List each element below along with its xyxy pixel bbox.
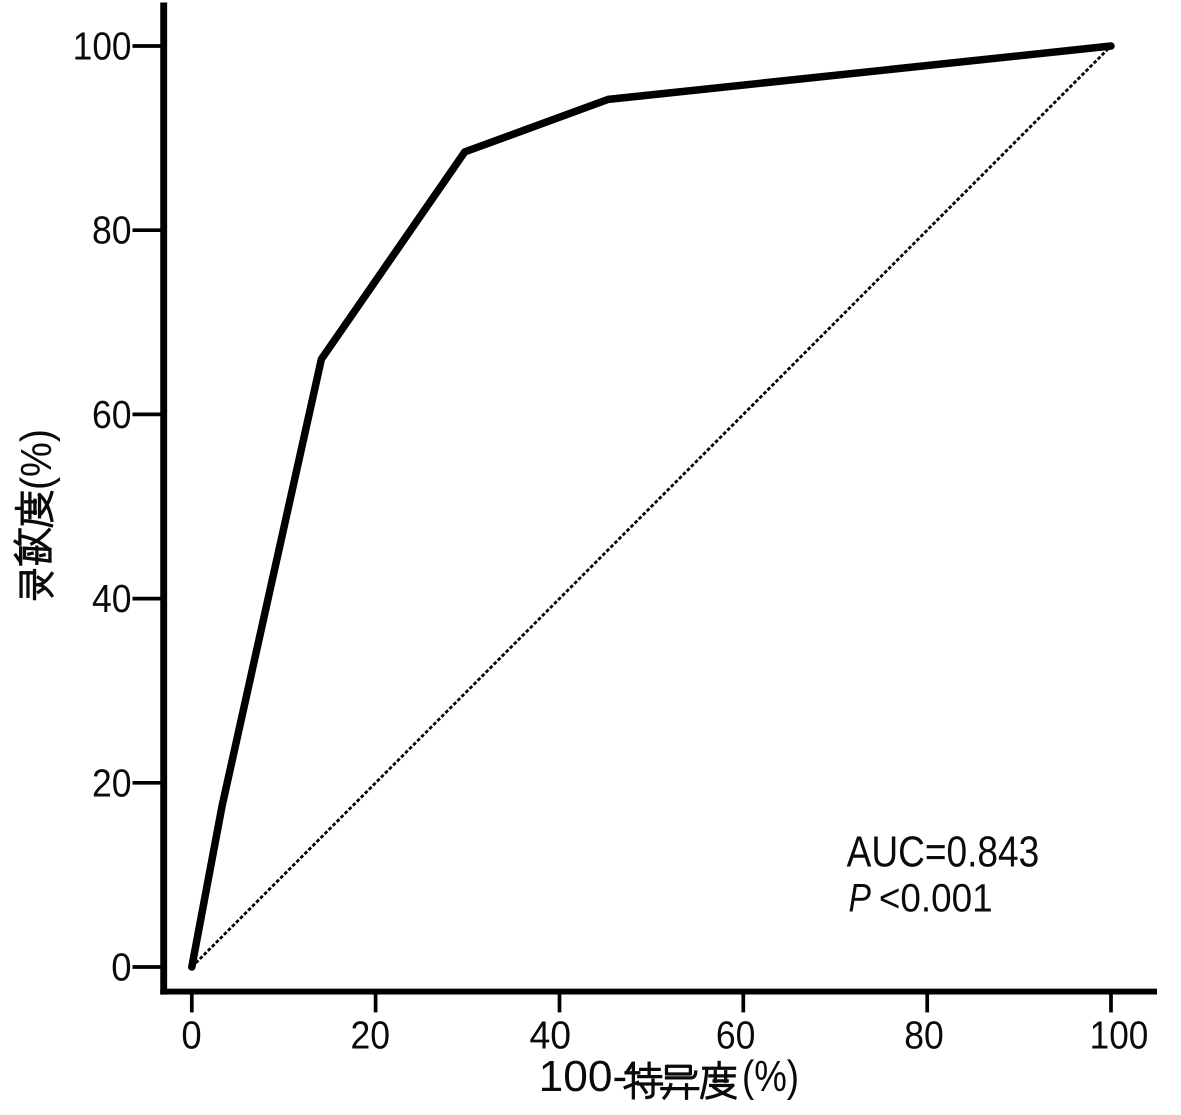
svg-text:80: 80	[92, 210, 132, 253]
svg-text:60: 60	[716, 1014, 756, 1057]
svg-text:40: 40	[530, 1014, 572, 1057]
svg-text:(%): (%)	[742, 1053, 799, 1101]
svg-text:<0.001: <0.001	[879, 877, 993, 921]
svg-text:100: 100	[73, 26, 132, 69]
svg-text:60: 60	[92, 394, 132, 437]
svg-text:(%): (%)	[13, 429, 61, 490]
svg-text:AUC=0.843: AUC=0.843	[847, 829, 1040, 877]
svg-text:20: 20	[92, 762, 132, 805]
svg-text:P: P	[849, 877, 872, 921]
svg-text:0: 0	[111, 947, 131, 990]
svg-text:40: 40	[92, 578, 132, 621]
svg-text:20: 20	[351, 1014, 391, 1057]
svg-text:0: 0	[181, 1014, 201, 1057]
svg-text:100: 100	[1090, 1014, 1149, 1057]
svg-text:100-: 100-	[539, 1053, 628, 1101]
svg-text:80: 80	[904, 1014, 944, 1057]
